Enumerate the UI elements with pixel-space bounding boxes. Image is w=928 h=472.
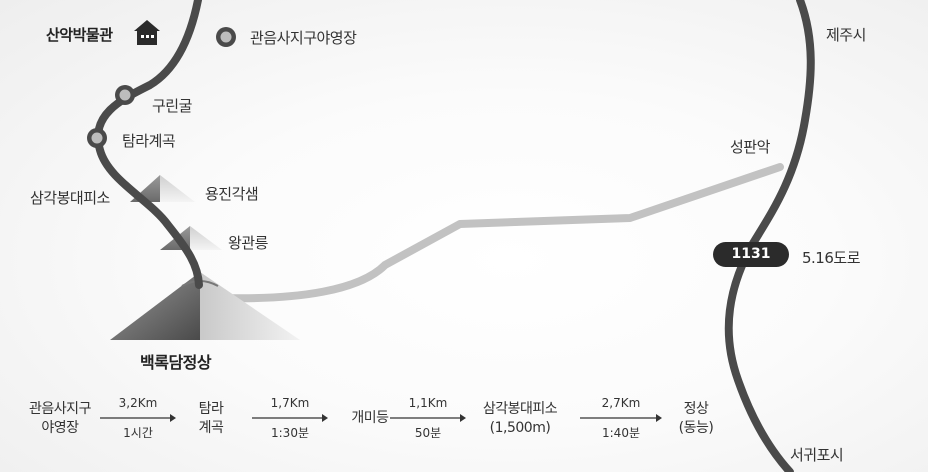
road-number-badge: 1131 xyxy=(713,242,789,267)
summit-label: 백록담정상 xyxy=(140,353,212,372)
samgak-shelter-label: 삼각봉대피소 xyxy=(30,189,110,207)
arrow-right-icon xyxy=(580,414,662,422)
course-step-1: 관음사지구 야영장 xyxy=(29,401,91,436)
wanggwan-label: 왕관릉 xyxy=(228,234,268,252)
gurin-cave-label: 구린굴 xyxy=(152,97,192,115)
jeju-si-label: 제주시 xyxy=(826,26,866,44)
tamra-valley-marker xyxy=(87,128,107,148)
arrow-right-icon xyxy=(252,414,328,422)
yongjin-gaksaem-label: 용진각샘 xyxy=(205,185,259,203)
seongpanak-label: 성판악 xyxy=(730,138,770,156)
seogwipo-si-label: 서귀포시 xyxy=(790,446,844,464)
course-leg-1: 3,2Km 1시간 xyxy=(100,396,176,442)
course-leg-2: 1,7Km 1:30분 xyxy=(252,396,328,442)
gurin-cave-marker xyxy=(115,85,135,105)
campground-label: 관음사지구야영장 xyxy=(250,29,357,47)
museum-label: 산악박물관 xyxy=(46,26,113,44)
arrow-right-icon xyxy=(390,414,466,422)
summit-mountain-icon xyxy=(110,272,300,340)
course-step-3: 개미등 xyxy=(351,410,389,426)
course-step-4: 삼각봉대피소 (1,500m) xyxy=(482,401,558,436)
course-leg-3: 1,1Km 50분 xyxy=(390,396,466,442)
road-name-label: 5.16도로 xyxy=(802,249,861,267)
arrow-right-icon xyxy=(100,414,176,422)
road-516 xyxy=(724,0,815,472)
tamra-valley-label: 탐라계곡 xyxy=(122,132,176,150)
campground-marker xyxy=(216,27,236,47)
museum-house-icon xyxy=(134,20,160,45)
course-leg-4: 2,7Km 1:40분 xyxy=(580,396,662,442)
gwaneumsa-trail xyxy=(94,0,203,289)
course-step-2: 탐라 계곡 xyxy=(198,401,224,436)
course-step-5: 정상 (동능) xyxy=(678,401,714,436)
seongpanak-trail xyxy=(218,163,784,303)
